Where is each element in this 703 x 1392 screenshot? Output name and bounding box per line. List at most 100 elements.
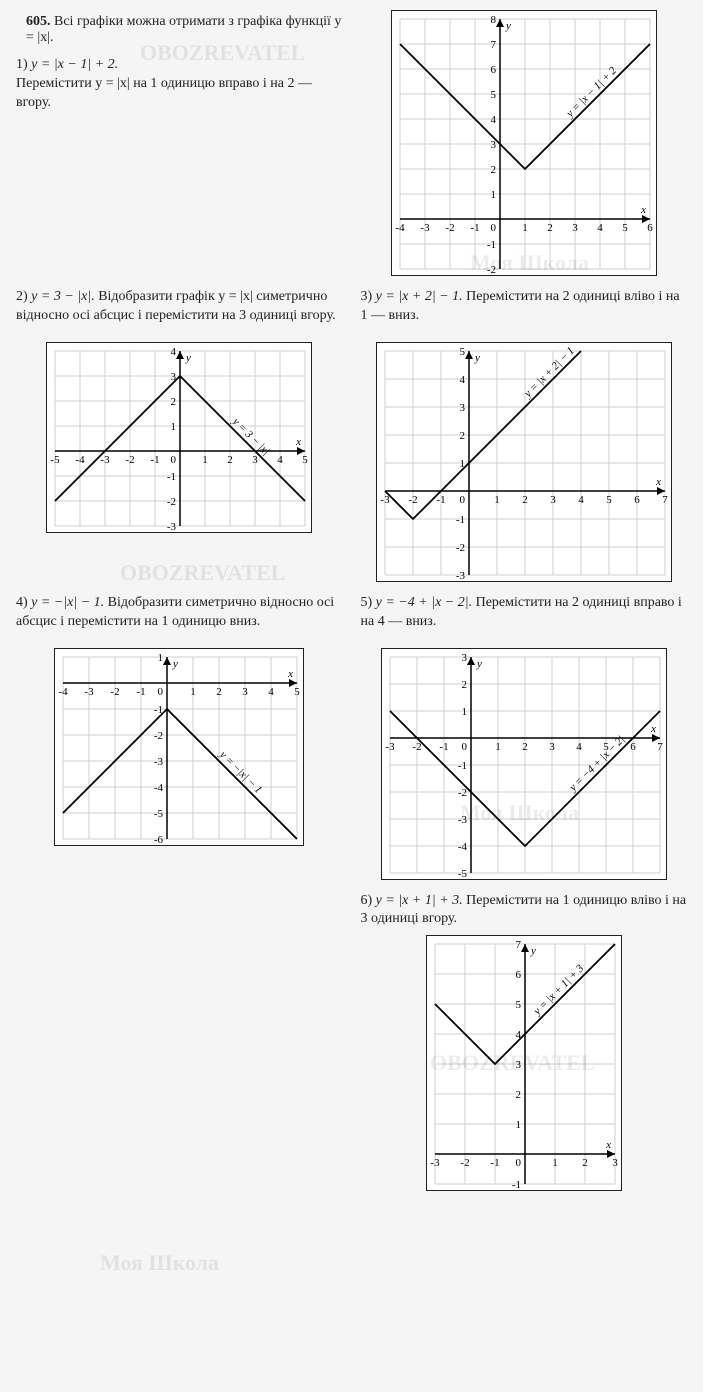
- svg-text:x: x: [640, 204, 646, 216]
- svg-text:-1: -1: [436, 494, 445, 506]
- svg-text:3: 3: [243, 686, 249, 698]
- svg-text:2: 2: [522, 494, 528, 506]
- svg-text:2: 2: [461, 679, 467, 691]
- svg-text:2: 2: [459, 430, 465, 442]
- svg-text:-4: -4: [458, 841, 468, 853]
- svg-text:7: 7: [515, 939, 521, 951]
- svg-text:3: 3: [253, 454, 259, 466]
- svg-text:y = |x + 2| − 1: y = |x + 2| − 1: [521, 345, 577, 401]
- item-desc: Перемістити y = |x| на 1 одиницю вправо …: [16, 76, 312, 110]
- chart-4: xy-4-3-2-112345-6-5-4-3-2-110y = −|x| − …: [12, 648, 347, 880]
- svg-text:-3: -3: [420, 222, 430, 234]
- svg-text:2: 2: [547, 222, 553, 234]
- item-label: 1): [16, 57, 28, 72]
- svg-text:-5: -5: [51, 454, 61, 466]
- svg-text:-3: -3: [458, 814, 468, 826]
- item-2-block: 2) y = 3 − |x|. Відобразити графік y = |…: [12, 286, 347, 332]
- svg-text:-2: -2: [460, 1157, 469, 1169]
- svg-text:3: 3: [550, 494, 556, 506]
- svg-text:5: 5: [295, 686, 301, 698]
- svg-text:3: 3: [461, 652, 467, 664]
- svg-text:5: 5: [490, 89, 496, 101]
- svg-text:0: 0: [461, 741, 467, 753]
- item-4-block: 4) y = −|x| − 1. Відобразити симетрично …: [12, 592, 347, 638]
- svg-text:-4: -4: [154, 782, 164, 794]
- svg-text:1: 1: [158, 652, 164, 664]
- svg-text:x: x: [295, 436, 301, 448]
- svg-text:-2: -2: [458, 787, 467, 799]
- svg-text:y: y: [476, 658, 482, 670]
- svg-text:-2: -2: [126, 454, 135, 466]
- svg-text:1: 1: [191, 686, 197, 698]
- svg-text:x: x: [655, 476, 661, 488]
- svg-text:-1: -1: [470, 222, 479, 234]
- svg-text:y: y: [185, 352, 191, 364]
- svg-text:-1: -1: [151, 454, 160, 466]
- item-label: 6): [361, 893, 373, 908]
- svg-text:y: y: [172, 658, 178, 670]
- svg-text:-4: -4: [76, 454, 86, 466]
- svg-text:0: 0: [515, 1157, 521, 1169]
- item-5-block: 5) y = −4 + |x − 2|. Перемістити на 2 од…: [357, 592, 692, 638]
- svg-text:6: 6: [515, 969, 521, 981]
- svg-text:4: 4: [578, 494, 584, 506]
- item-label: 5): [361, 595, 373, 610]
- item-formula: y = −4 + |x − 2|.: [376, 595, 472, 610]
- svg-text:-1: -1: [456, 514, 465, 526]
- svg-text:-3: -3: [154, 756, 164, 768]
- svg-text:-1: -1: [137, 686, 146, 698]
- svg-text:-1: -1: [167, 471, 176, 483]
- svg-text:1: 1: [490, 189, 496, 201]
- chart-3: xy-3-2-11234567-3-2-1123450y = |x + 2| −…: [357, 342, 692, 582]
- svg-text:1: 1: [552, 1157, 558, 1169]
- svg-text:-5: -5: [154, 808, 164, 820]
- item-formula: y = |x − 1| + 2.: [31, 57, 118, 72]
- svg-text:y: y: [474, 352, 480, 364]
- svg-text:-2: -2: [167, 496, 176, 508]
- svg-text:-2: -2: [111, 686, 120, 698]
- svg-text:4: 4: [576, 741, 582, 753]
- svg-text:-4: -4: [395, 222, 405, 234]
- svg-text:7: 7: [657, 741, 663, 753]
- svg-text:6: 6: [490, 64, 496, 76]
- svg-text:0: 0: [158, 686, 164, 698]
- svg-text:2: 2: [515, 1089, 521, 1101]
- svg-text:5: 5: [515, 999, 521, 1011]
- item-label: 3): [361, 289, 373, 304]
- svg-text:-1: -1: [439, 741, 448, 753]
- svg-text:4: 4: [269, 686, 275, 698]
- svg-text:y: y: [530, 945, 536, 957]
- problem-intro: 605. Всі графіки можна отримати з графік…: [12, 10, 347, 54]
- svg-text:y = |x + 1| + 3: y = |x + 1| + 3: [530, 962, 586, 1018]
- svg-text:-4: -4: [59, 686, 69, 698]
- item-label: 2): [16, 289, 28, 304]
- svg-text:-1: -1: [487, 239, 496, 251]
- item-3-block: 3) y = |x + 2| − 1. Перемістити на 2 оди…: [357, 286, 692, 332]
- svg-text:-3: -3: [167, 521, 177, 533]
- svg-text:3: 3: [515, 1059, 521, 1071]
- svg-text:2: 2: [171, 396, 177, 408]
- svg-text:-3: -3: [101, 454, 111, 466]
- svg-text:3: 3: [612, 1157, 618, 1169]
- svg-text:-2: -2: [456, 542, 465, 554]
- chart-2: xy-5-4-3-2-112345-3-2-112340y = 3 − |x|: [12, 342, 347, 582]
- svg-text:6: 6: [647, 222, 653, 234]
- svg-text:5: 5: [303, 454, 309, 466]
- svg-text:-1: -1: [490, 1157, 499, 1169]
- svg-text:-1: -1: [458, 760, 467, 772]
- svg-text:3: 3: [459, 402, 465, 414]
- svg-text:-2: -2: [412, 741, 421, 753]
- svg-text:1: 1: [494, 494, 500, 506]
- svg-text:x: x: [650, 723, 656, 735]
- svg-text:2: 2: [582, 1157, 588, 1169]
- svg-text:5: 5: [459, 346, 465, 358]
- svg-text:4: 4: [459, 374, 465, 386]
- item-formula: y = |x + 1| + 3.: [376, 893, 463, 908]
- svg-text:-1: -1: [512, 1179, 521, 1191]
- svg-text:5: 5: [606, 494, 612, 506]
- item-formula: y = 3 − |x|.: [31, 289, 95, 304]
- item-1-block: 1) y = |x − 1| + 2. Перемістити y = |x| …: [12, 54, 347, 119]
- svg-text:3: 3: [572, 222, 578, 234]
- svg-text:1: 1: [203, 454, 209, 466]
- svg-text:y = |x − 1| + 2: y = |x − 1| + 2: [563, 64, 619, 120]
